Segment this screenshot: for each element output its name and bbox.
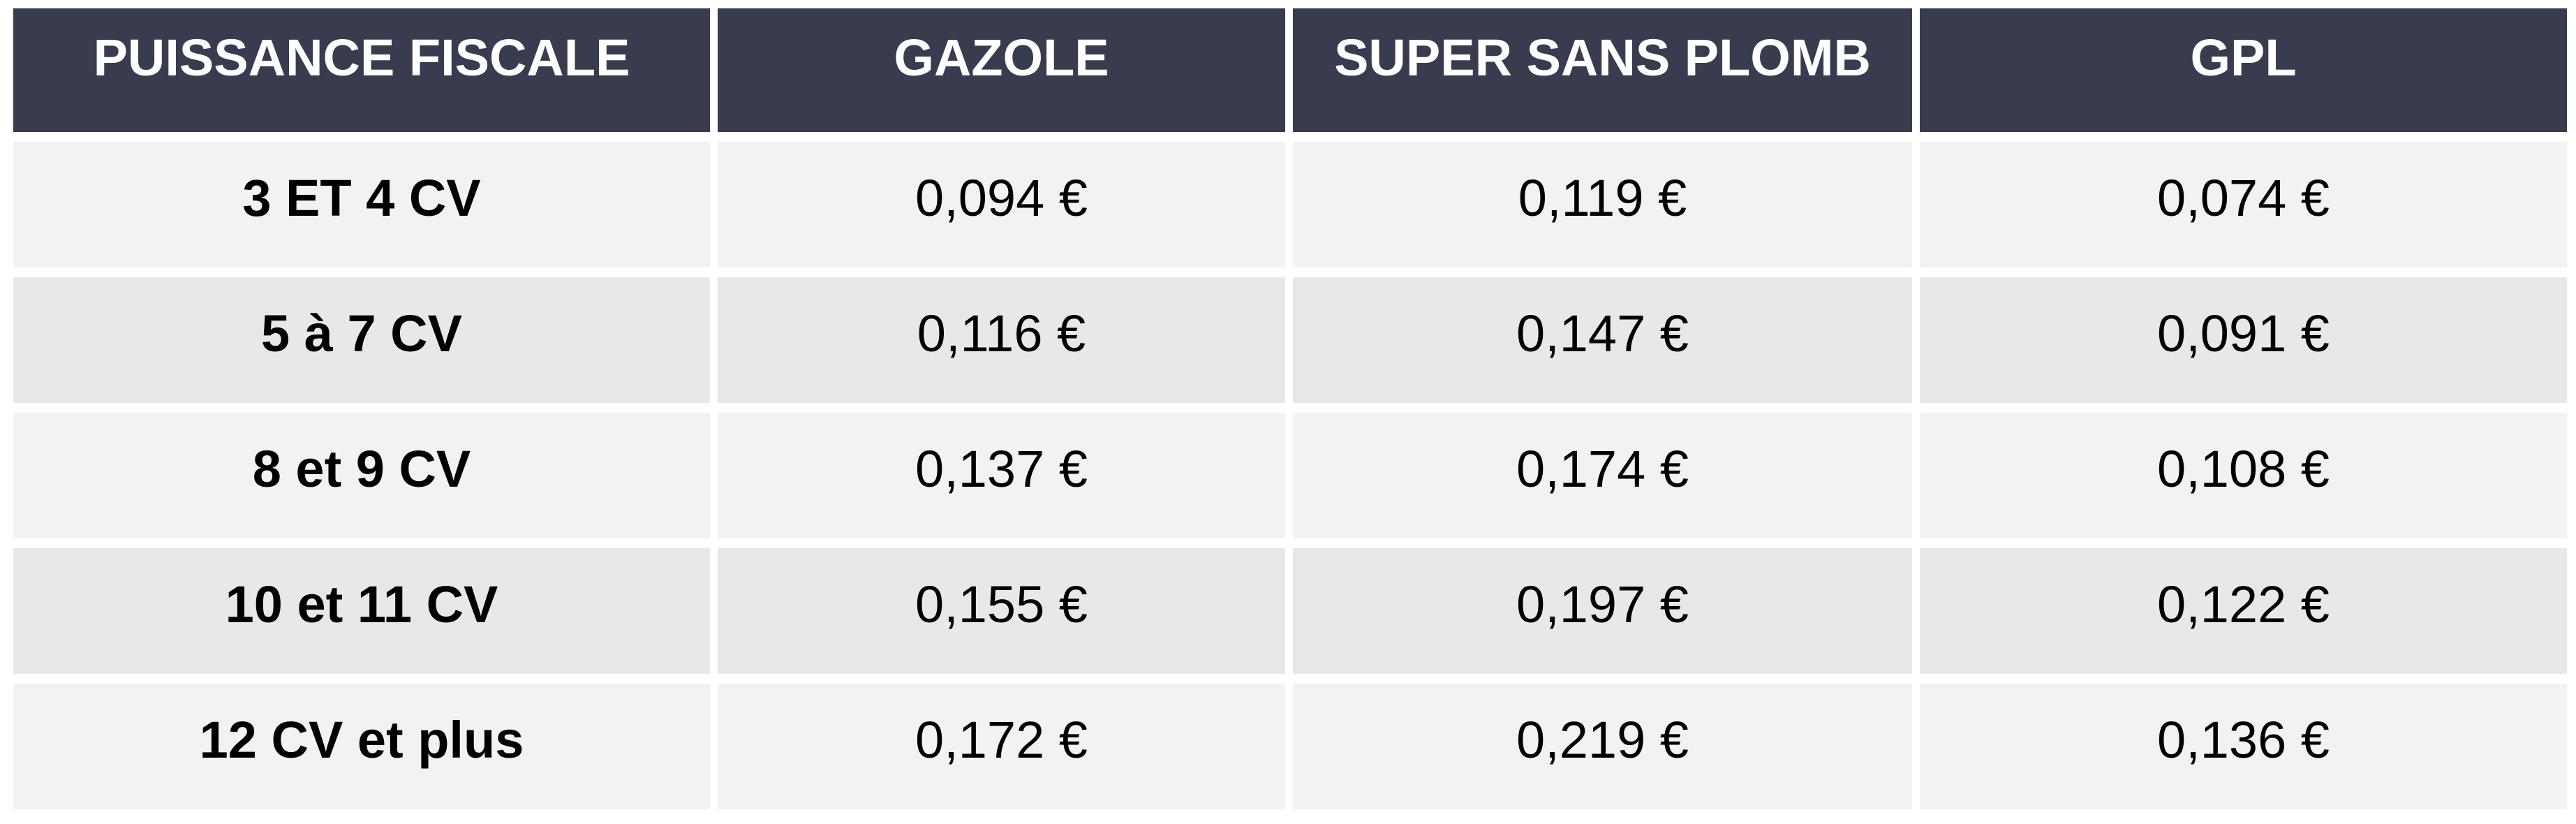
row-label: 12 CV et plus — [13, 684, 710, 809]
price-cell: 0,116 € — [718, 277, 1285, 403]
price-cell: 0,172 € — [718, 684, 1285, 809]
price-cell: 0,074 € — [1920, 142, 2567, 267]
row-label: 8 et 9 CV — [13, 413, 710, 538]
row-label: 10 et 11 CV — [13, 548, 710, 674]
price-cell: 0,155 € — [718, 548, 1285, 674]
header-cell: PUISSANCE FISCALE — [13, 8, 710, 132]
fuel-table: PUISSANCE FISCALE GAZOLE SUPER SANS PLOMB G… — [13, 8, 2567, 809]
row-label: 3 ET 4 CV — [13, 142, 710, 267]
price-cell: 0,137 € — [718, 413, 1285, 538]
price-cell: 0,197 € — [1293, 548, 1912, 674]
header-cell: GPL — [1920, 8, 2567, 132]
price-cell: 0,174 € — [1293, 413, 1912, 538]
price-cell: 0,219 € — [1293, 684, 1912, 809]
price-cell: 0,147 € — [1293, 277, 1912, 403]
price-cell: 0,119 € — [1293, 142, 1912, 267]
price-cell: 0,091 € — [1920, 277, 2567, 403]
price-cell: 0,136 € — [1920, 684, 2567, 809]
price-cell: 0,108 € — [1920, 413, 2567, 538]
row-label: 5 à 7 CV — [13, 277, 710, 403]
price-cell: 0,122 € — [1920, 548, 2567, 674]
header-cell: SUPER SANS PLOMB — [1293, 8, 1912, 132]
header-cell: GAZOLE — [718, 8, 1285, 132]
price-cell: 0,094 € — [718, 142, 1285, 267]
